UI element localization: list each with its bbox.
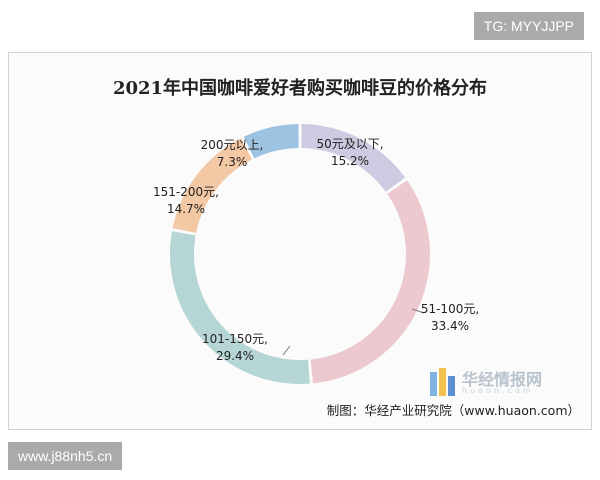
slice-label-value-3: 29.4% xyxy=(216,349,254,363)
slice-label-value-4: 14.7% xyxy=(167,202,205,216)
slice-label-value-5: 7.3% xyxy=(217,155,248,169)
slice-label-name-4: 151-200元, xyxy=(153,185,219,199)
huaon-logo: 华经情报网 huaon.com xyxy=(428,364,588,400)
logo-subtext: huaon.com xyxy=(462,386,534,395)
slice-label-value-2: 33.4% xyxy=(431,319,469,333)
chart-title: 2021年中国咖啡爱好者购买咖啡豆的价格分布 xyxy=(112,78,488,99)
donut-slice-3 xyxy=(170,231,310,384)
donut-slice-2 xyxy=(310,180,430,384)
slice-label-name-5: 200元以上, xyxy=(201,138,264,152)
logo-icon xyxy=(430,368,455,396)
leader-line-2 xyxy=(411,308,425,314)
donut-slice-1 xyxy=(301,124,406,192)
leader-line-3 xyxy=(282,345,291,356)
slice-label-name-3: 101-150元, xyxy=(202,332,268,346)
donut-slice-5 xyxy=(243,124,299,159)
slice-label-value-1: 15.2% xyxy=(331,154,369,168)
watermark-bottom: www.j88nh5.cn xyxy=(8,442,123,470)
slice-label-name-2: 51-100元, xyxy=(421,302,479,316)
slice-label-name-1: 50元及以下, xyxy=(316,137,383,151)
source-note: 制图：华经产业研究院（www.huaon.com） xyxy=(326,403,580,418)
watermark-top: TG: MYYJJPP xyxy=(473,12,584,40)
logo-text: 华经情报网 xyxy=(462,370,543,389)
donut-slice-4 xyxy=(172,138,252,233)
